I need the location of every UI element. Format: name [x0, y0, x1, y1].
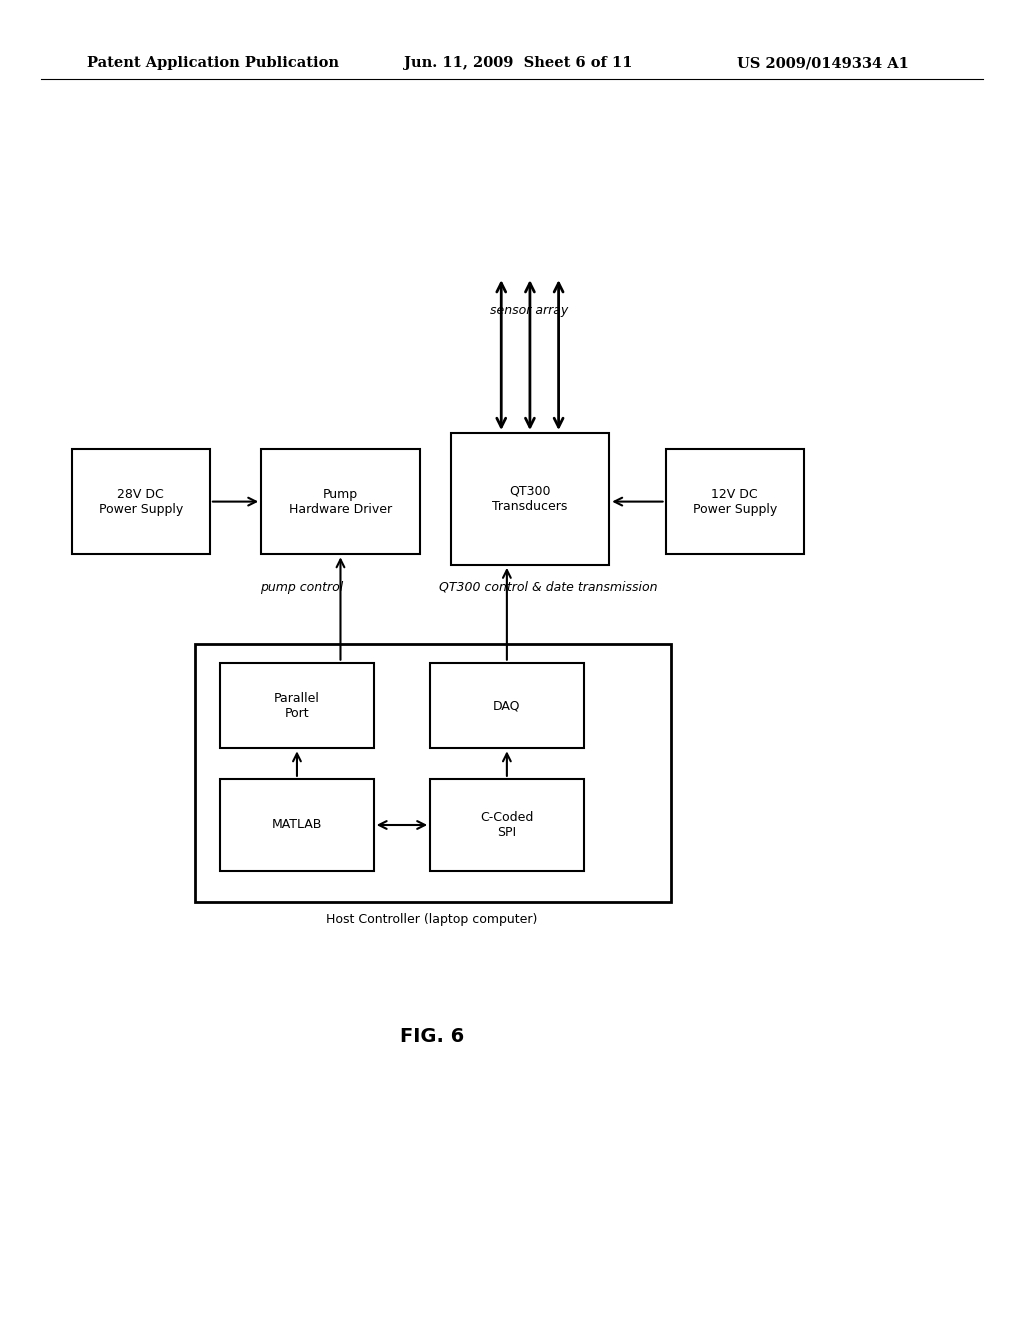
Text: pump control: pump control [260, 581, 344, 594]
Bar [430, 779, 584, 871]
Text: Jun. 11, 2009  Sheet 6 of 11: Jun. 11, 2009 Sheet 6 of 11 [404, 57, 633, 70]
Bar [261, 449, 420, 554]
Text: Pump
Hardware Driver: Pump Hardware Driver [289, 487, 392, 516]
Text: C-Coded
SPI: C-Coded SPI [480, 810, 534, 840]
Text: Host Controller (laptop computer): Host Controller (laptop computer) [327, 913, 538, 927]
Bar [451, 433, 609, 565]
Text: Parallel
Port: Parallel Port [274, 692, 319, 719]
Bar [430, 663, 584, 748]
Text: US 2009/0149334 A1: US 2009/0149334 A1 [737, 57, 909, 70]
Text: 28V DC
Power Supply: 28V DC Power Supply [98, 487, 183, 516]
Bar [72, 449, 210, 554]
Text: 12V DC
Power Supply: 12V DC Power Supply [692, 487, 777, 516]
Text: DAQ: DAQ [494, 700, 520, 711]
Text: QT300 control & date transmission: QT300 control & date transmission [438, 581, 657, 594]
Bar [666, 449, 804, 554]
Bar [220, 663, 374, 748]
Text: FIG. 6: FIG. 6 [400, 1027, 464, 1045]
Text: MATLAB: MATLAB [271, 818, 323, 832]
Text: sensor array: sensor array [490, 304, 568, 317]
Text: QT300
Transducers: QT300 Transducers [493, 484, 567, 513]
Bar [220, 779, 374, 871]
Text: Patent Application Publication: Patent Application Publication [87, 57, 339, 70]
Bar [195, 644, 671, 902]
